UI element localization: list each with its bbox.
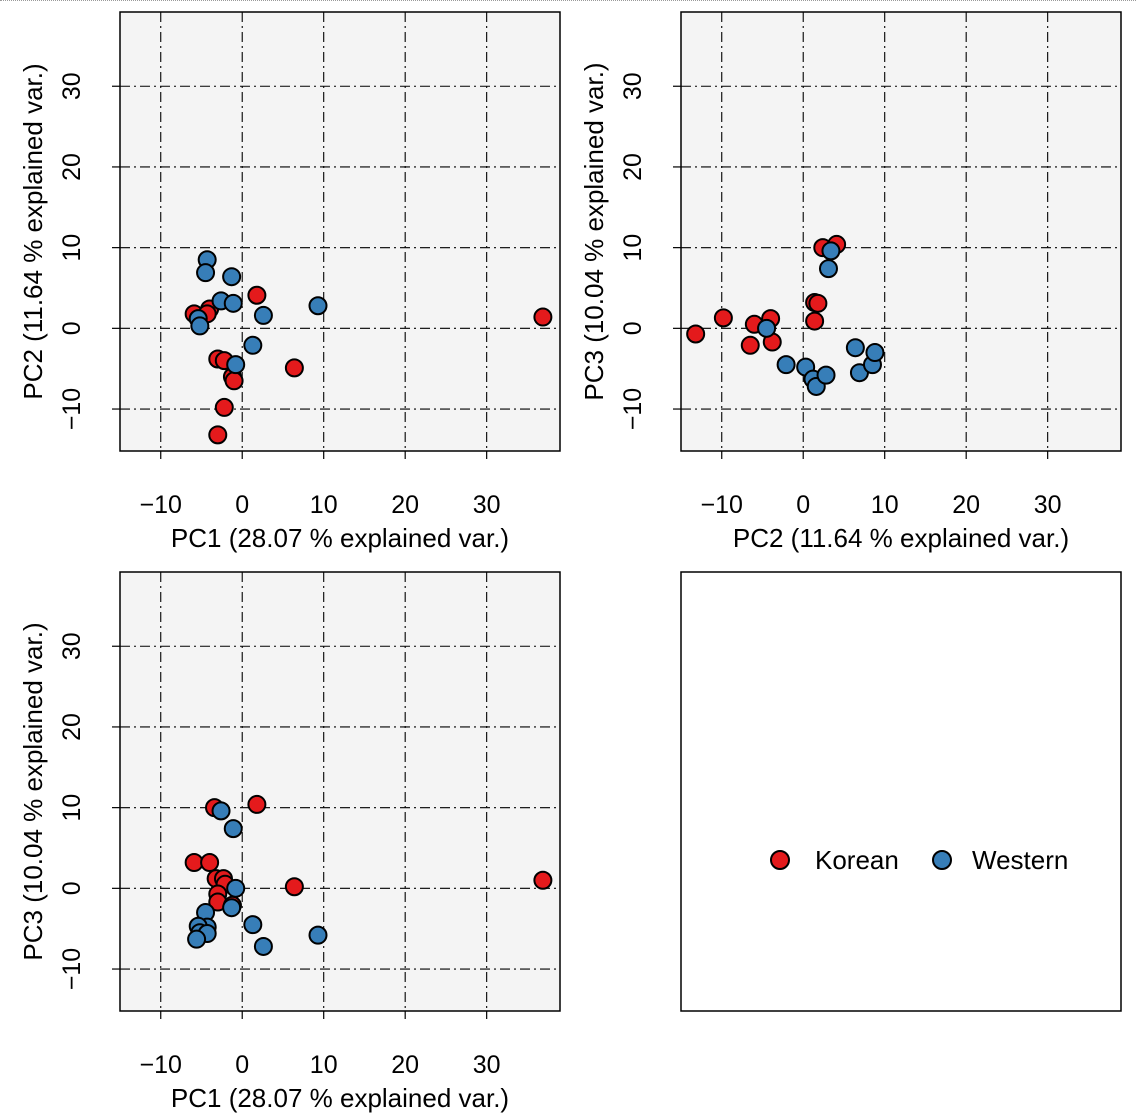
y-tick-label: −10 [619, 388, 647, 430]
point-western [196, 263, 216, 283]
point-western [223, 293, 243, 313]
point-korean [184, 853, 204, 873]
plot-frame [119, 571, 561, 1012]
x-tick-label: 20 [952, 491, 980, 519]
point-western [243, 915, 263, 935]
plot-panel-pc1-pc2: −10 0 10 20 30 −10 0 10 20 30 PC1 (28.07 % explain… [18, 11, 561, 553]
y-tick-label: 10 [619, 234, 647, 262]
x-tick-label: 10 [310, 1051, 338, 1079]
point-korean [686, 324, 706, 344]
point-western [776, 355, 796, 375]
point-western [253, 305, 273, 325]
x-tick-label: 20 [391, 491, 419, 519]
x-tick-label: −10 [701, 491, 743, 519]
x-axis-label: PC1 (28.07 % explained var.) [171, 523, 509, 553]
point-korean [208, 425, 228, 445]
legend-marker-korean [770, 850, 790, 870]
point-western [845, 338, 865, 358]
y-tick-label: 0 [619, 321, 647, 335]
point-korean [284, 877, 304, 897]
point-korean [284, 358, 304, 378]
point-korean [214, 397, 234, 417]
point-western [308, 925, 328, 945]
point-western [308, 296, 328, 316]
point-korean [805, 311, 825, 331]
y-tick-label: 0 [58, 321, 86, 335]
plot-background [120, 572, 560, 1011]
point-western [223, 819, 243, 839]
point-western [211, 801, 231, 821]
x-tick-label: −10 [140, 1051, 182, 1079]
point-western [818, 259, 838, 279]
point-western [222, 267, 242, 287]
x-tick-label: 0 [796, 491, 810, 519]
top-border [0, 0, 1136, 1]
x-tick-label: −10 [140, 491, 182, 519]
point-western [226, 878, 246, 898]
x-tick-label: 30 [473, 491, 501, 519]
point-western [226, 355, 246, 375]
plot-panel-pc2-pc3: −10 0 10 20 30 −10 0 10 20 30 PC2 (11.64 % explain… [579, 11, 1122, 553]
point-korean [200, 853, 220, 873]
x-axis-label: PC2 (11.64 % explained var.) [733, 523, 1069, 553]
y-tick-label: 20 [58, 713, 86, 741]
x-tick-label: 30 [1034, 491, 1062, 519]
y-tick-label: 10 [58, 234, 86, 262]
y-tick-label: 0 [58, 881, 86, 895]
y-tick-label: 20 [58, 153, 86, 181]
plot-background [120, 12, 560, 451]
y-tick-label: 30 [58, 72, 86, 100]
y-tick-label: −10 [58, 948, 86, 990]
legend-label-western: Western [972, 845, 1068, 875]
point-korean [247, 794, 267, 814]
x-tick-label: 10 [310, 491, 338, 519]
x-tick-label: 20 [391, 1051, 419, 1079]
x-tick-label: 0 [235, 491, 249, 519]
x-tick-label: 0 [235, 1051, 249, 1079]
x-tick-label: 10 [871, 491, 899, 519]
point-western [757, 318, 777, 338]
x-axis-label: PC1 (28.07 % explained var.) [171, 1083, 509, 1113]
point-korean [224, 371, 244, 391]
plot-frame [680, 11, 1122, 452]
point-western [816, 365, 836, 385]
y-axis-label: PC3 (10.04 % explained var.) [18, 622, 48, 960]
plot-panel-pc1-pc3: −10 0 10 20 30 −10 0 10 20 30 PC1 (28.07 % explain… [18, 571, 561, 1113]
y-axis-label: PC3 (10.04 % explained var.) [579, 62, 609, 400]
plot-frame [119, 11, 561, 452]
point-korean [808, 293, 828, 313]
legend: Korean Western [680, 571, 1122, 1012]
legend-marker-western [932, 850, 952, 870]
y-tick-label: −10 [58, 388, 86, 430]
point-korean [713, 308, 733, 328]
y-tick-label: 10 [58, 794, 86, 822]
x-tick-label: 30 [473, 1051, 501, 1079]
plot-background [681, 12, 1121, 451]
point-korean [740, 335, 760, 355]
point-western [253, 936, 273, 956]
point-korean [533, 870, 553, 890]
point-western [190, 316, 210, 336]
y-tick-label: 30 [58, 632, 86, 660]
point-western [222, 898, 242, 918]
point-korean [247, 285, 267, 305]
point-korean [533, 307, 553, 327]
legend-label-korean: Korean [815, 845, 899, 875]
y-axis-label: PC2 (11.64 % explained var.) [18, 63, 48, 399]
y-tick-label: 30 [619, 72, 647, 100]
y-tick-label: 20 [619, 153, 647, 181]
point-western [243, 335, 263, 355]
legend-frame [680, 571, 1122, 1012]
point-western [821, 241, 841, 261]
point-western [865, 343, 885, 363]
point-western [187, 929, 207, 949]
